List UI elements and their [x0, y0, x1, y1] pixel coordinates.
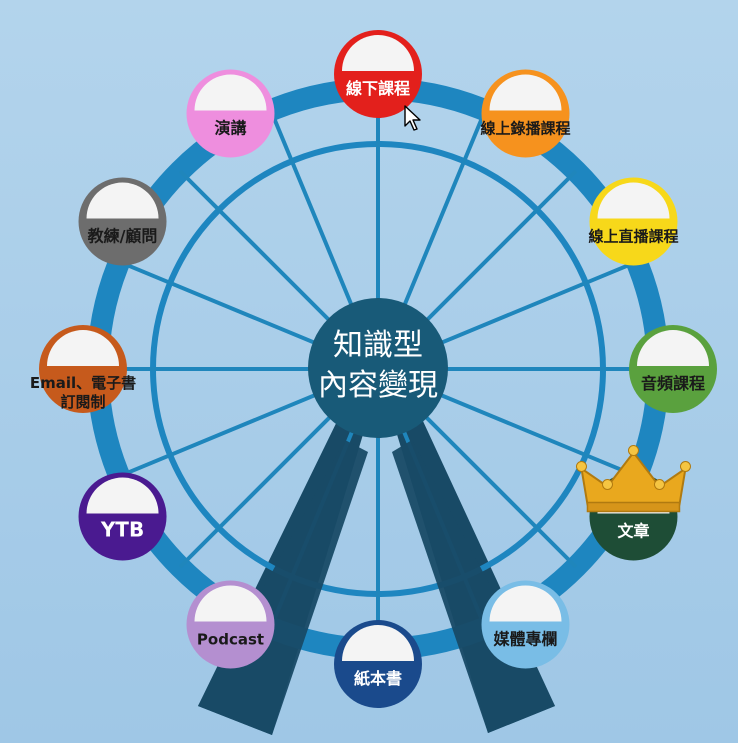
- cabin-window: [597, 182, 670, 219]
- cabin-label: 媒體專欄: [493, 629, 557, 648]
- cabin-label: 音頻課程: [641, 374, 705, 393]
- cabin-window: [489, 585, 562, 622]
- hub-title-line1: 知識型: [333, 328, 423, 363]
- cabin-label: 演講: [214, 119, 246, 138]
- cabin-window: [489, 74, 562, 111]
- cabin-window: [342, 35, 414, 71]
- cabin-coach: 教練/顧問: [78, 177, 167, 266]
- cabin-paper-book: 紙本書: [334, 620, 422, 708]
- cabin-article: 文章: [575, 445, 691, 561]
- cabin-label: Email、電子書: [30, 374, 136, 392]
- crown-icon: [575, 445, 691, 513]
- cabin-label: 線上錄播課程: [480, 120, 570, 138]
- cabin-youtube: YTB: [78, 472, 167, 561]
- mouse-cursor-icon: [404, 105, 421, 131]
- cabin-label-line2: 訂閱制: [60, 393, 105, 411]
- cabin-recorded-course: 線上錄播課程: [480, 69, 571, 158]
- cabin-offline-course: 線下課程: [334, 30, 422, 118]
- cabin-podcast: Podcast: [186, 580, 275, 669]
- cabin-window: [86, 477, 159, 514]
- cabin-label: 線下課程: [346, 79, 410, 98]
- cabin-window: [637, 330, 709, 366]
- cabin-window: [86, 182, 159, 219]
- cabin-media-column: 媒體專欄: [481, 580, 570, 669]
- cabin-speech: 演講: [186, 69, 275, 158]
- hub-circle: [308, 298, 448, 438]
- cabin-live-course: 線上直播課程: [588, 177, 678, 266]
- cabin-label: 線上直播課程: [588, 228, 678, 246]
- cabin-label: 教練/顧問: [88, 227, 158, 246]
- hub-title-line2: 內容變現: [318, 368, 438, 403]
- cabin-window: [342, 625, 414, 661]
- cabin-label: Podcast: [197, 630, 264, 648]
- cabin-audio-course: 音頻課程: [629, 325, 717, 413]
- cabin-window: [194, 585, 267, 622]
- cabin-window: [47, 330, 119, 366]
- cabin-window: [194, 74, 267, 111]
- cabin-label: YTB: [100, 518, 144, 542]
- cabin-label: 文章: [617, 522, 649, 541]
- cabin-label: 紙本書: [354, 669, 402, 688]
